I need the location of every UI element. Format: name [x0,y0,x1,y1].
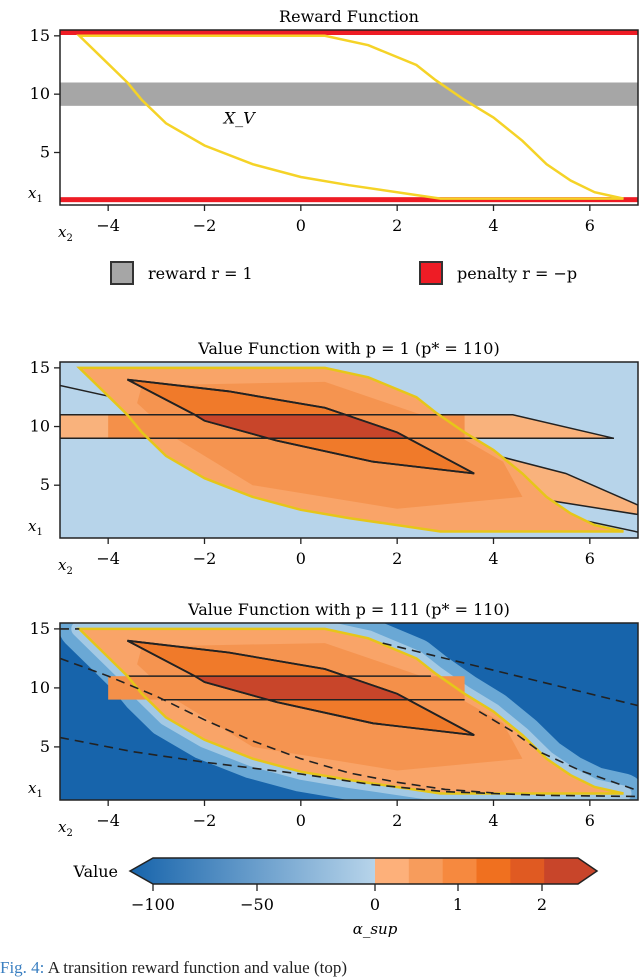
plot-area [60,623,638,800]
x-axis-label: x2 [58,223,73,244]
penalty-band-bottom [60,197,638,203]
plot-area: X_V [60,30,638,205]
chart-title: Value Function with p = 1 (p* = 110) [197,339,499,358]
legend-label-2: penalty r = −p [457,264,577,283]
legend-label-1: reward r = 1 [148,264,253,283]
plot-frame [59,361,639,539]
colorbar-tick-label: 2 [537,895,547,914]
colorbar-tick-label: 1 [453,895,463,914]
colorbar-level-1 [375,858,410,884]
y-tick-label: 5 [40,475,50,494]
x-axis-label: x2 [58,556,73,577]
colorbar: Value −100 −50 0 1 2 α_sup [72,857,599,938]
y-tick-label: 10 [30,84,50,103]
y-tick-label: 15 [30,619,50,638]
y-axis-label: x1 [28,517,43,538]
chart-panel-3: Value Function with p = 111 (p* = 110) −4… [28,600,639,839]
colorbar-label: Value [72,862,118,881]
background [60,30,638,205]
dashed-level-line-3 [60,736,638,798]
x-tick-label: 2 [392,216,402,235]
y-tick-label: 15 [30,358,50,377]
x-tick-label: 0 [296,811,306,830]
colorbar-level-5 [510,858,545,884]
legend-swatch-1 [110,261,134,285]
y-tick-label: 10 [30,678,50,697]
colorbar-level-3 [442,858,477,884]
colorbar-tick-label: 0 [370,895,380,914]
x-tick-label: 6 [585,216,595,235]
caption-text: A transition reward function and value (… [47,958,348,977]
x-tick-label: −4 [96,549,120,568]
inner-region-outline [126,639,475,736]
caption-fig-label: Fig. 4: [0,958,45,977]
plot-area [60,362,638,538]
x-tick-label: 2 [392,549,402,568]
colorbar-level-6 [544,858,579,884]
x-tick-label: 4 [488,549,498,568]
colorbar-extend-max [578,858,597,884]
x-tick-label: −2 [193,549,217,568]
x-tick-label: 6 [585,549,595,568]
plot-frame [59,622,639,801]
x-tick-label: 0 [296,549,306,568]
x-tick-label: 4 [488,811,498,830]
dashed-level-line-1 [382,642,638,707]
y-tick-label: 10 [30,417,50,436]
x-axis-label: x2 [58,818,73,839]
x-tick-label: −4 [96,811,120,830]
caption: Fig. 4: A transition reward function and… [0,958,347,978]
colorbar-level-2 [408,858,444,884]
y-tick-label: 15 [30,26,50,45]
dashed-level-line-5 [478,710,638,792]
chart-panel-2: Value Function with p = 1 (p* = 110) −4 −2… [28,339,639,577]
dashed-level-line-2 [60,657,494,794]
x-tick-label: −2 [193,811,217,830]
viability-boundary [76,627,624,795]
annotation-xv: X_V [222,108,256,127]
left-tail-line [60,384,114,398]
x-tick-label: 6 [585,811,595,830]
colorbar-tick-label: −100 [131,895,175,914]
chart-title: Value Function with p = 111 (p* = 110) [187,600,510,619]
x-tick-label: −2 [193,216,217,235]
y-tick-label: 5 [40,737,50,756]
viability-boundary [76,366,624,533]
penalty-band-top [60,30,638,35]
legend: reward r = 1 penalty r = −p [110,261,577,285]
x-tick-label: 2 [392,811,402,830]
y-axis-label: x1 [28,779,43,800]
legend-swatch-2 [419,261,443,285]
colorbar-negative [130,858,375,884]
y-axis-label: x1 [28,184,43,205]
viability-boundary [76,34,624,200]
inner-region-outline [126,378,475,475]
colorbar-tick-label: −50 [240,895,274,914]
x-tick-label: 0 [296,216,306,235]
chart-panel-1: Reward Function X_V −4 −2 0 2 4 6 15 10 5 x1 x2 [28,7,639,244]
y-tick-label: 5 [40,143,50,162]
x-tick-label: −4 [96,216,120,235]
reward-band [60,82,638,106]
plot-frame [59,29,639,206]
colorbar-xlabel: α_sup [353,920,398,938]
chart-title: Reward Function [279,7,419,26]
x-tick-label: 4 [488,216,498,235]
colorbar-level-4 [476,858,511,884]
